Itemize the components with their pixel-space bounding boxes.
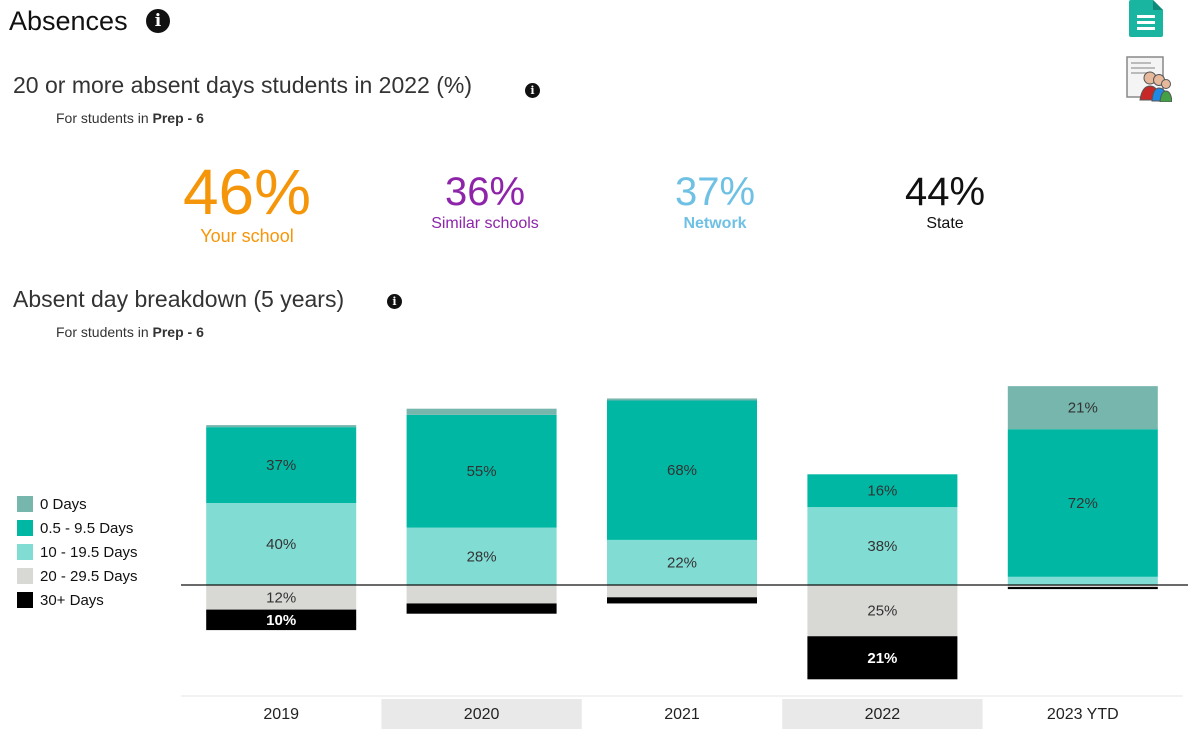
legend-item: 10 - 19.5 Days [17,540,138,564]
category-band [381,699,582,729]
subtitle-prefix: For students in [56,324,149,340]
legend-label: 20 - 29.5 Days [40,567,138,585]
bar-segment [607,398,757,401]
x-tick-label: 2019 [263,706,299,723]
bar-segment [1007,587,1158,590]
bar-segment [1007,576,1158,585]
bar-segment [807,474,958,508]
stat-value: 44% [904,170,986,214]
bar-segment [1007,429,1158,577]
stat-value: 36% [444,170,526,214]
info-icon[interactable]: i [525,83,540,98]
data-label: 40% [266,536,296,553]
breakdown-subtitle: For students in Prep - 6 [56,324,204,340]
bar-segment [607,585,757,598]
stat-label: State [926,215,964,232]
data-label: 25% [867,603,897,620]
bar-segment [607,400,757,540]
subtitle-prefix: For students in [56,110,149,126]
subtitle-level: Prep - 6 [152,324,204,340]
legend-item: 0.5 - 9.5 Days [17,516,138,540]
data-label: 37% [266,457,296,474]
legend-item: 0 Days [17,492,138,516]
bar-segment [206,425,357,428]
stat-label: Your school [200,226,294,246]
bar-segment [807,507,958,585]
bar-segment [807,636,958,680]
legend-swatch [17,520,33,536]
student-report-icon[interactable] [1126,56,1172,102]
stat-value: 37% [674,170,756,214]
bar-segment [406,414,557,528]
bar-segment [1007,386,1158,430]
bar-segment [206,427,357,503]
data-label: 21% [1068,400,1098,417]
bar-segment [206,609,357,631]
bar-segment [406,408,557,415]
stat-value: 46% [182,156,312,228]
data-label: 21% [867,650,897,667]
subtitle-level: Prep - 6 [152,110,204,126]
x-tick-label: 2023 YTD [1047,706,1119,723]
bar-segment [607,539,757,585]
legend-swatch [17,544,33,560]
stat-network: 37% Network [625,172,805,233]
data-label: 12% [266,589,296,606]
legend-swatch [17,592,33,608]
data-label: 10% [266,612,296,629]
legend-item: 30+ Days [17,588,138,612]
data-label: 38% [867,538,897,555]
x-tick-label: 2020 [464,706,500,723]
breakdown-title: Absent day breakdown (5 years) [13,286,345,312]
bar-segment [206,585,357,610]
x-tick-label: 2021 [664,706,700,723]
category-band [782,699,983,729]
legend-label: 30+ Days [40,591,104,609]
bar-segment [607,597,757,604]
document-icon[interactable] [1129,0,1163,37]
absent-summary-title: 20 or more absent days students in 2022 … [13,72,472,98]
absent-summary-subtitle: For students in Prep - 6 [56,110,204,126]
legend-label: 10 - 19.5 Days [40,543,138,561]
bar-segment [406,527,557,585]
stat-state: 44% State [855,172,1035,233]
stat-label: Network [683,215,747,232]
bar-segment [406,585,557,604]
legend-swatch [17,568,33,584]
stat-similar-schools: 36% Similar schools [395,172,575,233]
info-icon[interactable]: i [146,9,170,33]
data-label: 72% [1068,495,1098,512]
data-label: 68% [667,462,697,479]
data-label: 55% [467,463,497,480]
stat-label: Similar schools [431,215,539,232]
legend-label: 0.5 - 9.5 Days [40,519,134,537]
bar-segment [807,585,958,637]
x-tick-label: 2022 [865,706,901,723]
info-icon[interactable]: i [387,294,402,309]
bar-segment [1007,585,1158,588]
data-label: 16% [867,483,897,500]
bar-segment [406,603,557,614]
chart-legend: 0 Days 0.5 - 9.5 Days 10 - 19.5 Days 20 - 2… [17,492,138,612]
stat-your-school: 46% Your school [147,160,347,247]
page-title: Absences [9,6,128,36]
legend-item: 20 - 29.5 Days [17,564,138,588]
legend-swatch [17,496,33,512]
legend-label: 0 Days [40,495,87,513]
bar-segment [206,503,357,585]
data-label: 22% [667,554,697,571]
data-label: 28% [467,548,497,565]
